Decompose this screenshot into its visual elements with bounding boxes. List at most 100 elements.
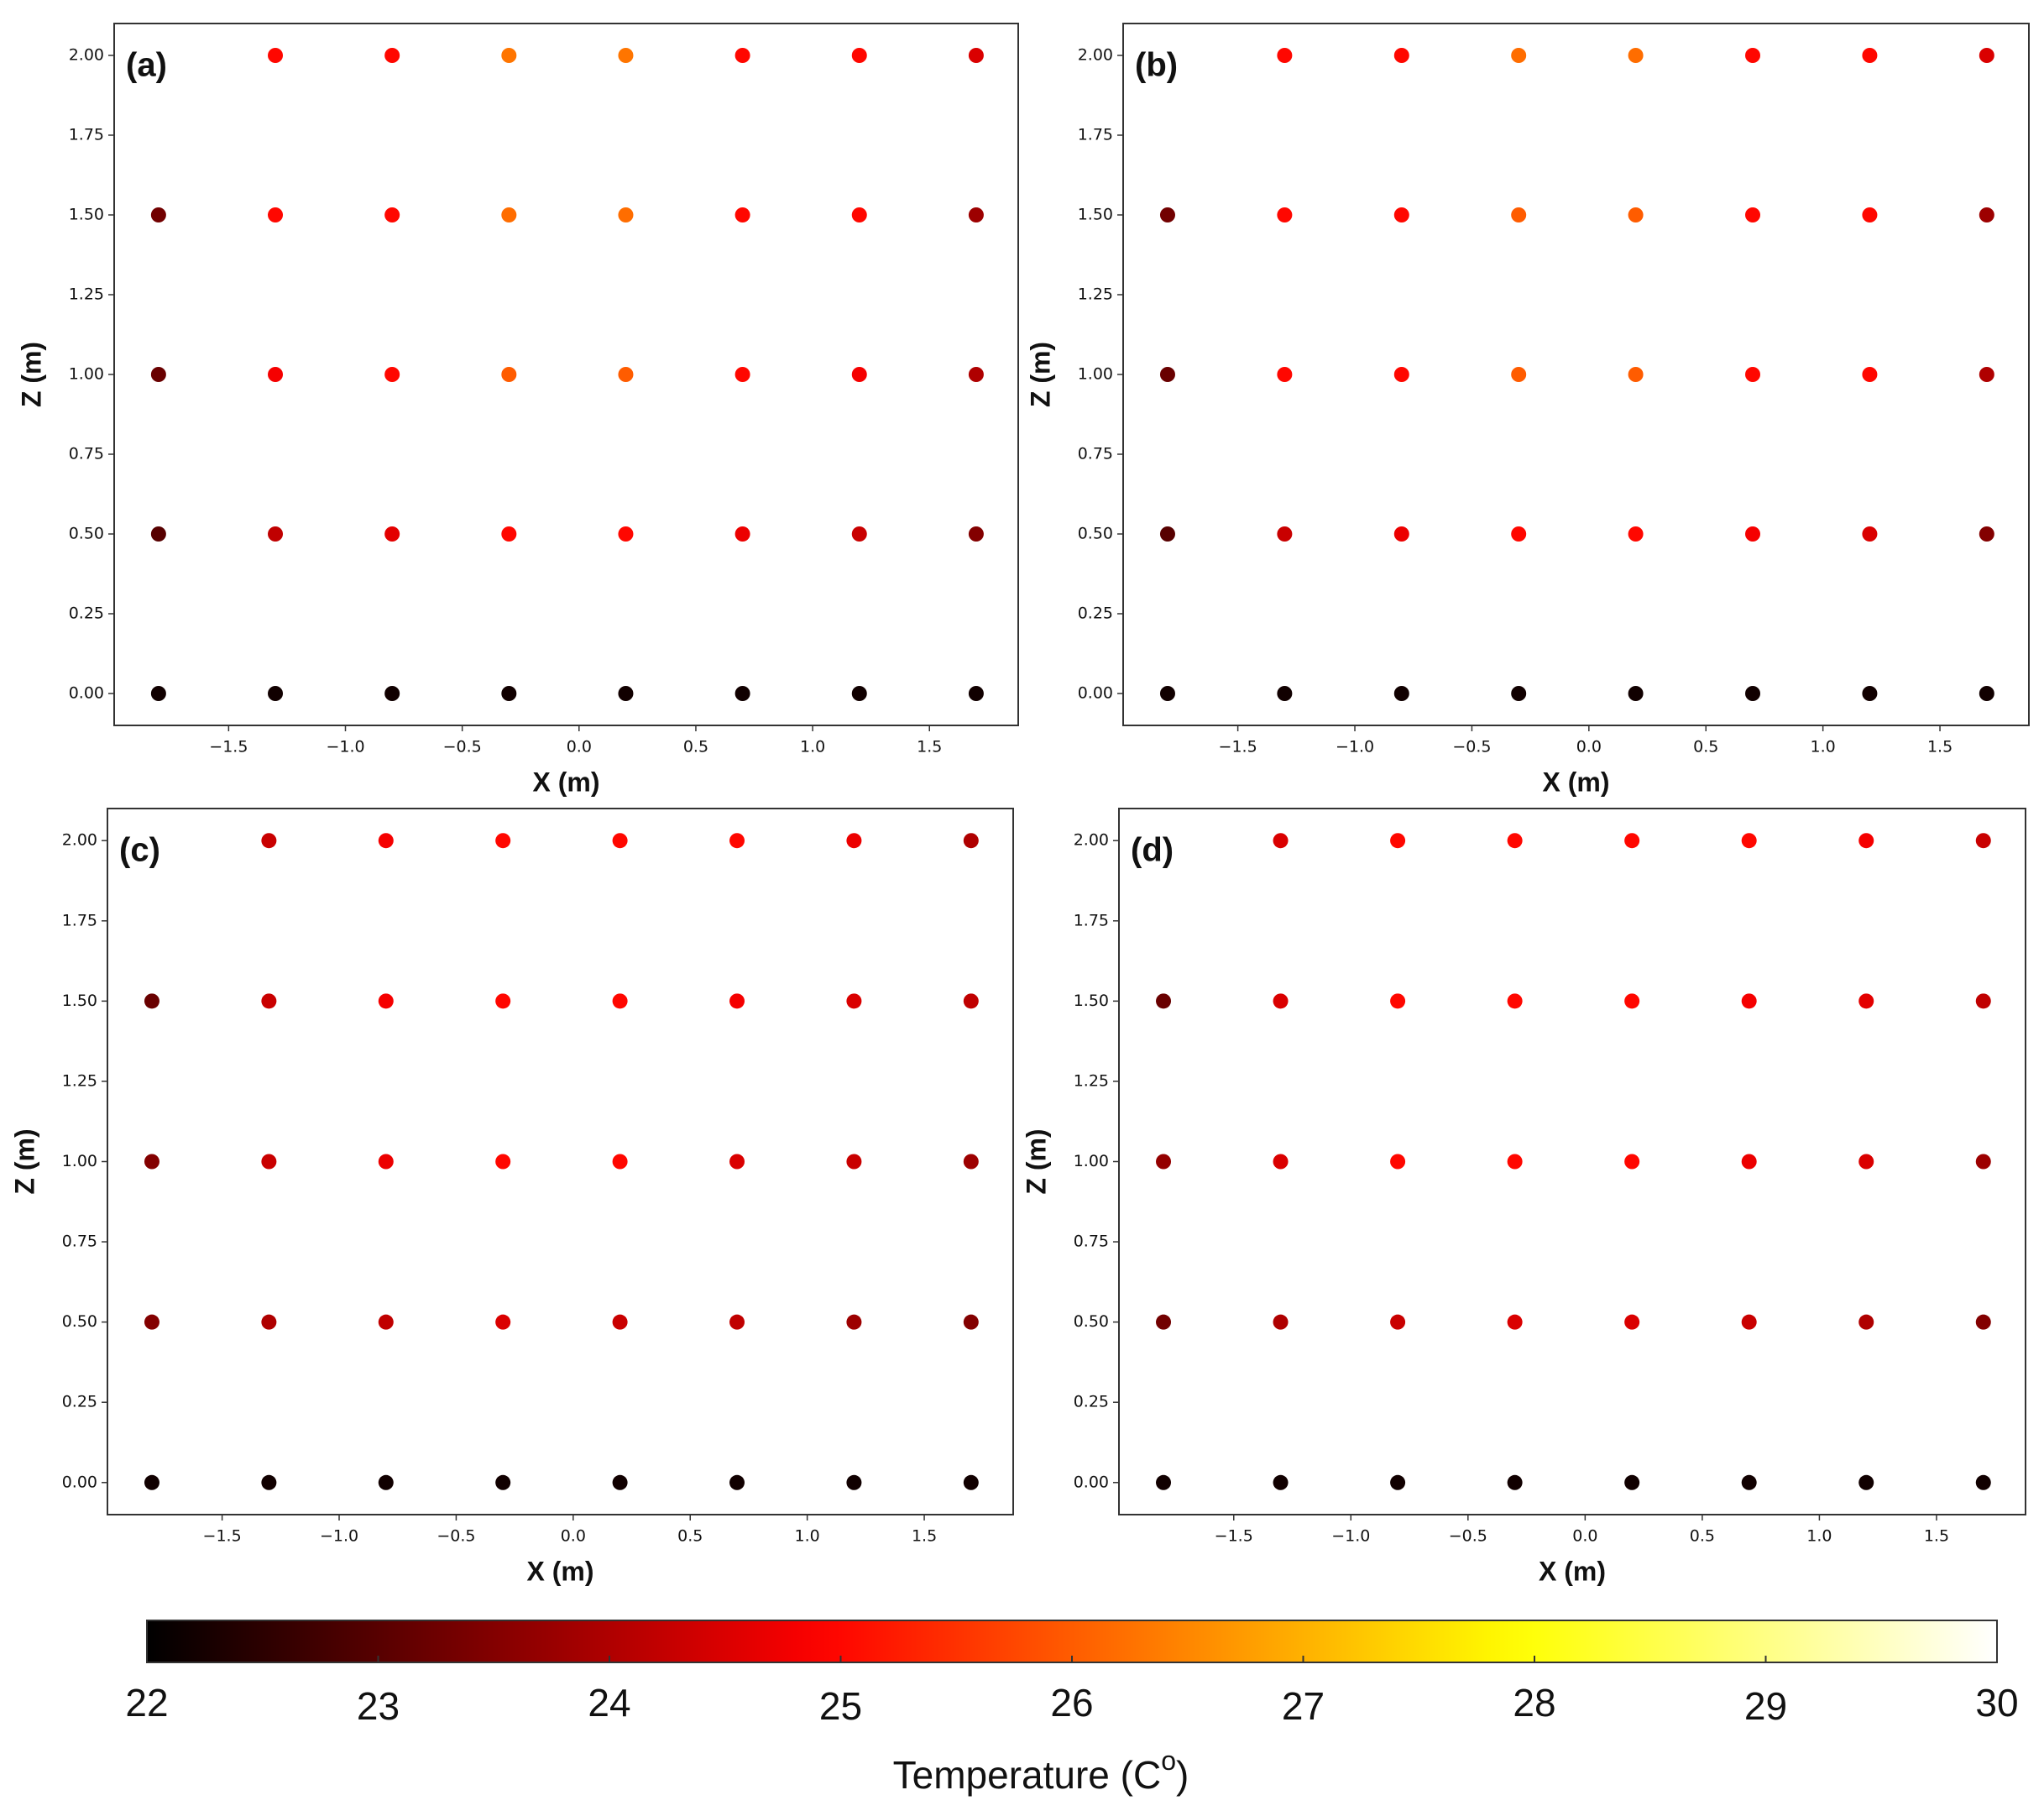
- data-point: [261, 993, 277, 1009]
- data-point: [1745, 367, 1761, 382]
- data-point: [378, 833, 394, 849]
- y-tick-label: 0.00: [62, 1473, 97, 1491]
- data-point: [1390, 993, 1406, 1009]
- y-tick-label: 1.75: [62, 911, 97, 929]
- data-point: [1393, 526, 1409, 542]
- data-point: [501, 367, 517, 382]
- data-point: [495, 1474, 511, 1490]
- y-tick-label: 2.00: [1078, 46, 1113, 65]
- x-axis-label: X (m): [527, 1556, 594, 1586]
- data-point: [1277, 367, 1293, 382]
- data-point: [1273, 1314, 1289, 1330]
- data-point: [268, 526, 284, 542]
- data-point: [1628, 207, 1644, 222]
- y-tick-label: 0.75: [1074, 1233, 1109, 1251]
- data-point: [261, 1474, 277, 1490]
- y-tick-label: 1.00: [1078, 365, 1113, 384]
- y-tick-label: 1.25: [1078, 285, 1113, 304]
- x-tick-label: −0.5: [1452, 738, 1491, 756]
- data-point: [1741, 993, 1757, 1009]
- data-point: [1858, 993, 1874, 1009]
- y-tick-label: 0.25: [1074, 1393, 1109, 1411]
- data-point: [1745, 686, 1761, 701]
- data-point: [618, 48, 634, 63]
- x-tick-label: −1.0: [326, 738, 364, 756]
- data-point: [1159, 526, 1175, 542]
- y-tick-label: 1.75: [1074, 911, 1109, 929]
- data-point: [1507, 833, 1523, 849]
- data-point: [268, 367, 284, 382]
- x-axis-label: X (m): [1539, 1556, 1606, 1586]
- x-tick-label: −1.5: [1219, 738, 1257, 756]
- panel-label: (a): [126, 47, 167, 84]
- data-point: [963, 833, 979, 849]
- x-tick-label: 0.0: [1572, 1527, 1597, 1546]
- y-tick-label: 0.25: [62, 1393, 97, 1411]
- data-point: [1277, 48, 1293, 63]
- data-point: [846, 1314, 862, 1330]
- data-point: [1393, 207, 1409, 222]
- data-point: [1511, 207, 1527, 222]
- data-point: [1741, 1154, 1757, 1170]
- data-point: [1624, 993, 1640, 1009]
- plot-frame: [1122, 23, 2030, 726]
- data-point: [261, 1314, 277, 1330]
- data-point: [851, 367, 867, 382]
- data-point: [1979, 367, 1994, 382]
- data-point: [150, 207, 166, 222]
- y-tick-label: 2.00: [1074, 831, 1109, 850]
- data-point: [1273, 1474, 1289, 1490]
- data-point: [612, 1154, 628, 1170]
- data-point: [1628, 367, 1644, 382]
- data-point: [384, 686, 400, 701]
- data-point: [618, 367, 634, 382]
- y-tick-label: 1.00: [62, 1152, 97, 1170]
- x-tick-label: −0.5: [1449, 1527, 1487, 1546]
- x-tick-label: 1.5: [917, 738, 942, 756]
- plot-frame: [107, 808, 1014, 1515]
- data-point: [1393, 367, 1409, 382]
- data-point: [144, 993, 159, 1009]
- data-point: [612, 833, 628, 849]
- x-tick-label: 1.0: [795, 1527, 820, 1546]
- data-point: [1390, 833, 1406, 849]
- y-tick-label: 1.25: [69, 285, 104, 304]
- data-point: [1273, 1154, 1289, 1170]
- x-tick-label: 1.5: [912, 1527, 937, 1546]
- y-axis-label: Z (m): [1025, 342, 1055, 407]
- data-point: [1507, 1154, 1523, 1170]
- data-point: [144, 1314, 159, 1330]
- y-tick-label: 0.75: [62, 1233, 97, 1251]
- y-tick-label: 0.25: [1078, 605, 1113, 623]
- data-point: [851, 48, 867, 63]
- data-point: [968, 207, 984, 222]
- data-point: [1277, 686, 1293, 701]
- data-point: [734, 526, 750, 542]
- colorbar-tick-label: 23: [357, 1684, 400, 1728]
- y-tick-label: 1.50: [1078, 206, 1113, 224]
- data-point: [734, 48, 750, 63]
- x-tick-label: 1.0: [1811, 738, 1836, 756]
- data-point: [1624, 833, 1640, 849]
- panel-label: (d): [1131, 832, 1174, 869]
- data-point: [378, 1154, 394, 1170]
- x-axis-label: X (m): [1543, 767, 1610, 797]
- data-point: [150, 526, 166, 542]
- y-tick-label: 1.75: [69, 126, 104, 144]
- data-point: [1624, 1474, 1640, 1490]
- colorbar-label-sup: o: [1161, 1746, 1176, 1776]
- data-point: [1393, 686, 1409, 701]
- y-tick-label: 1.25: [1074, 1071, 1109, 1090]
- data-point: [963, 1474, 979, 1490]
- data-point: [1858, 833, 1874, 849]
- y-axis-label: Z (m): [16, 342, 46, 407]
- data-point: [846, 1154, 862, 1170]
- data-point: [729, 1154, 745, 1170]
- data-point: [384, 526, 400, 542]
- data-point: [1975, 833, 1991, 849]
- data-point: [963, 1154, 979, 1170]
- colorbar-label-text: Temperature (C: [893, 1753, 1162, 1797]
- data-point: [1628, 686, 1644, 701]
- data-point: [1745, 48, 1761, 63]
